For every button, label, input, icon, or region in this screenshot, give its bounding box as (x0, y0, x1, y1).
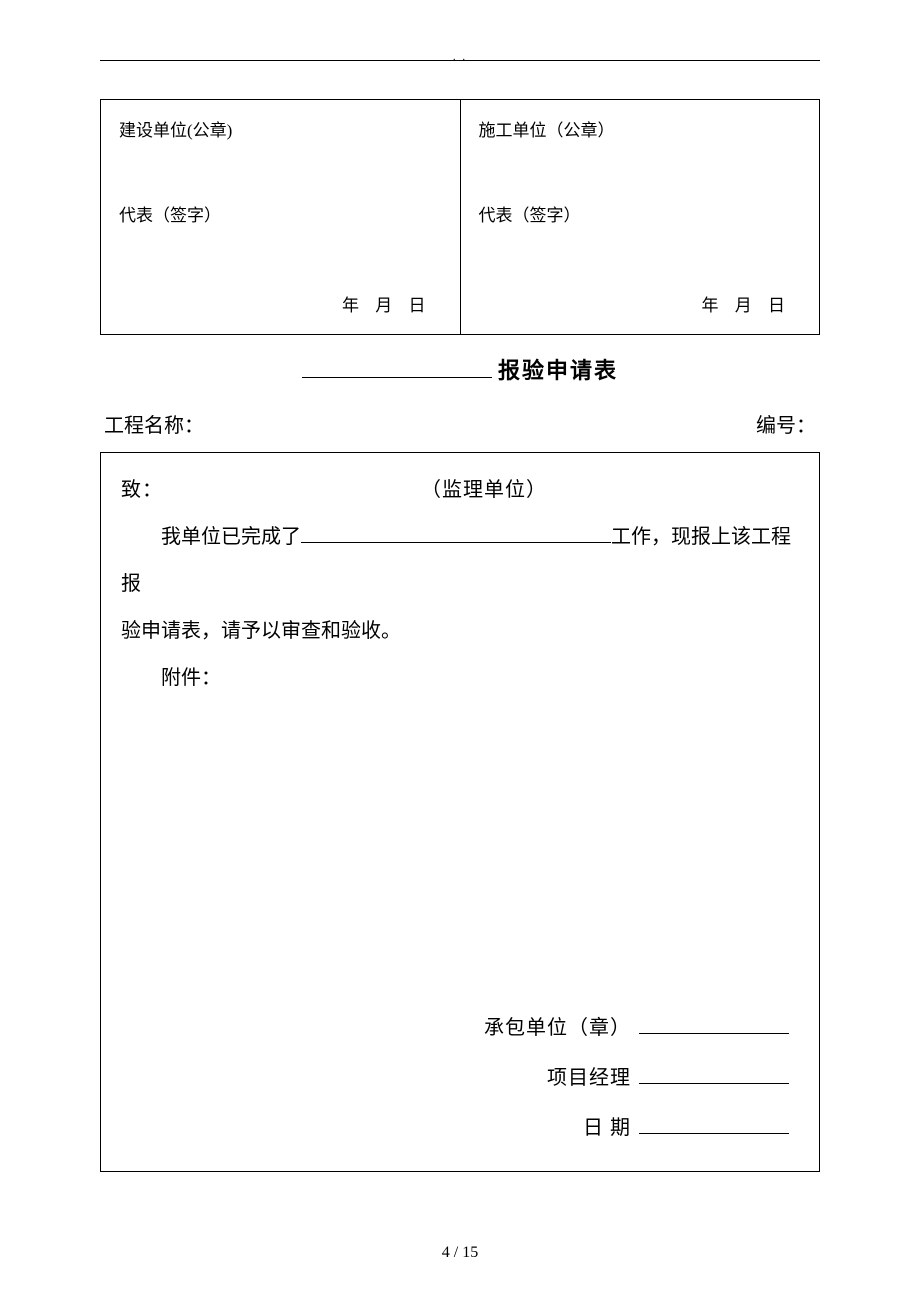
application-body: 致： （监理单位） 我单位已完成了工作，现报上该工程报 验申请表，请予以审查和验… (100, 452, 820, 1172)
project-name-label: 工程名称： (104, 409, 204, 438)
work-blank (301, 524, 611, 543)
contractor-date: 年 月 日 (702, 291, 792, 316)
construction-date: 年 月 日 (342, 291, 432, 316)
form-title-text: 报验申请表 (498, 358, 618, 383)
contractor-sig-line: 承包单位（章） (484, 1003, 789, 1053)
pm-sig-label: 项目经理 (547, 1067, 631, 1089)
contractor-unit-cell: 施工单位（公章） 代表（签字） 年 月 日 (460, 100, 820, 335)
page-container: . . 建设单位(公章) 代表（签字） 年 月 日 施工单位（公章） 代表（签字… (0, 0, 920, 1212)
pm-sig-line: 项目经理 (484, 1053, 789, 1103)
title-blank (302, 358, 492, 378)
signature-block: 承包单位（章） 项目经理 日 期 (484, 1003, 789, 1153)
date-sig-line: 日 期 (484, 1103, 789, 1153)
construction-seal-label: 建设单位(公章) (119, 116, 442, 141)
pm-sig-blank (639, 1065, 789, 1084)
attachment-label: 附件： (121, 655, 799, 702)
construction-unit-cell: 建设单位(公章) 代表（签字） 年 月 日 (101, 100, 461, 335)
form-title: 报验申请表 (100, 353, 820, 385)
signature-table: 建设单位(公章) 代表（签字） 年 月 日 施工单位（公章） 代表（签字） 年 … (100, 99, 820, 335)
to-prefix: 致： (121, 479, 163, 501)
date-sig-blank (639, 1115, 789, 1134)
contractor-sig-blank (639, 1015, 789, 1034)
para1a: 我单位已完成了 (161, 526, 301, 548)
meta-row: 工程名称： 编号： (100, 409, 820, 438)
contractor-sig-label: 承包单位（章） (484, 1017, 631, 1039)
header-rule: . . (100, 60, 820, 61)
header-dots: . . (453, 51, 467, 63)
construction-sign-label: 代表（签字） (119, 201, 442, 226)
serial-number-label: 编号： (756, 409, 816, 438)
page-number: 4 / 15 (0, 1244, 920, 1262)
to-line: 致： （监理单位） (121, 467, 799, 514)
date-sig-label: 日 期 (583, 1117, 631, 1139)
contractor-sign-label: 代表（签字） (479, 201, 802, 226)
body-para-1: 我单位已完成了工作，现报上该工程报 (121, 514, 799, 608)
to-suffix: （监理单位） (421, 467, 547, 514)
contractor-seal-label: 施工单位（公章） (479, 116, 802, 141)
body-para-2: 验申请表，请予以审查和验收。 (121, 608, 799, 655)
